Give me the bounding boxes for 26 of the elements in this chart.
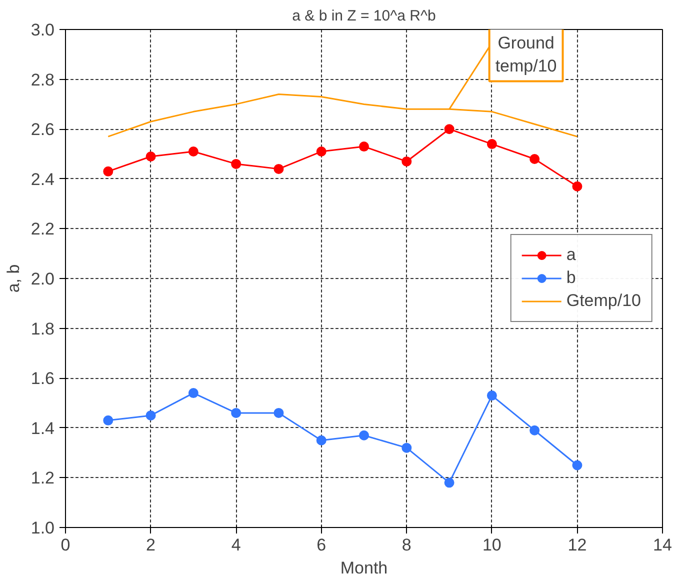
- y-axis-title: a, b: [4, 264, 23, 293]
- y-tick-label: 2.4: [30, 170, 55, 189]
- y-tick-label: 2.2: [30, 220, 55, 239]
- y-tick-label: 3.0: [30, 20, 55, 40]
- annotation: Ground temp/10: [495, 34, 557, 76]
- x-tick-label: 12: [568, 536, 587, 554]
- chart-title: a & b in Z = 10^a R^b: [292, 8, 436, 24]
- x-tick-label: 8: [402, 536, 412, 554]
- y-tick-label: 2.8: [30, 70, 55, 90]
- y-tick-label: 2.6: [30, 120, 55, 140]
- x-tick-label: 6: [316, 536, 326, 554]
- legend-label: Gtemp/10: [566, 291, 641, 311]
- y-tick-label: 1.2: [30, 468, 55, 488]
- y-tick-label: 1.8: [30, 319, 55, 338]
- x-tick-label: 14: [653, 536, 672, 554]
- x-tick-label: 2: [146, 536, 156, 554]
- x-axis-title: Month: [340, 558, 388, 578]
- y-tick-label: 1.4: [30, 418, 55, 438]
- x-tick-label: 10: [482, 536, 502, 554]
- y-tick-label: 1.6: [30, 369, 55, 388]
- y-tick-label: 1.0: [30, 518, 55, 538]
- x-tick-label: 0: [60, 536, 70, 554]
- x-tick-label: 4: [231, 536, 241, 554]
- legend-label: a: [566, 245, 577, 265]
- y-tick-label: 2.0: [30, 270, 55, 288]
- legend-label: b: [566, 268, 577, 288]
